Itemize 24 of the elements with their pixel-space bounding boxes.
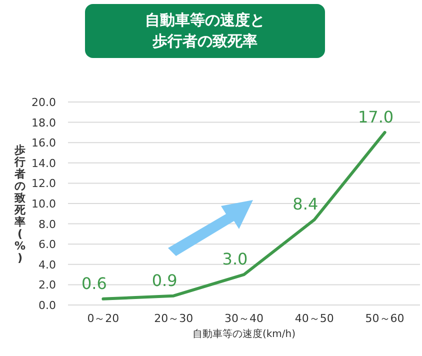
chart-title: 自動車等の速度と歩行者の致死率 <box>145 11 265 50</box>
text: 8.4 <box>292 194 318 214</box>
y-tick-label: 10.0 <box>32 198 56 210</box>
y-tick-label: 6.0 <box>38 238 56 252</box>
x-tick-label: 50～60 <box>365 312 404 325</box>
text: 0.6 <box>81 274 107 293</box>
text: 3.0 <box>222 250 248 269</box>
x-tick-label: 30～40 <box>224 312 264 325</box>
y-tick-label: 0.0 <box>38 299 56 312</box>
text: 0.9 <box>152 270 178 290</box>
y-tick-label: 2.0 <box>38 278 56 292</box>
y-tick-label: 14.0 <box>32 156 56 170</box>
text: 17.0 <box>358 107 394 126</box>
y-tick-label: 4.0 <box>38 258 56 272</box>
y-tick-label: 20.0 <box>32 96 56 109</box>
x-tick-label: 40～50 <box>294 312 334 325</box>
y-tick-label: 18.0 <box>32 116 56 130</box>
x-axis-title: 自動車等の速度(km/h) <box>192 328 296 340</box>
x-tick-label: 20～30 <box>154 312 194 325</box>
x-tick-label: 0～20 <box>87 312 120 325</box>
y-tick-label: 8.0 <box>38 218 56 231</box>
y-tick-label: 12.0 <box>32 177 56 190</box>
y-tick-label: 16.0 <box>32 136 56 150</box>
text: 歩行者の致死率(%) <box>14 144 26 264</box>
